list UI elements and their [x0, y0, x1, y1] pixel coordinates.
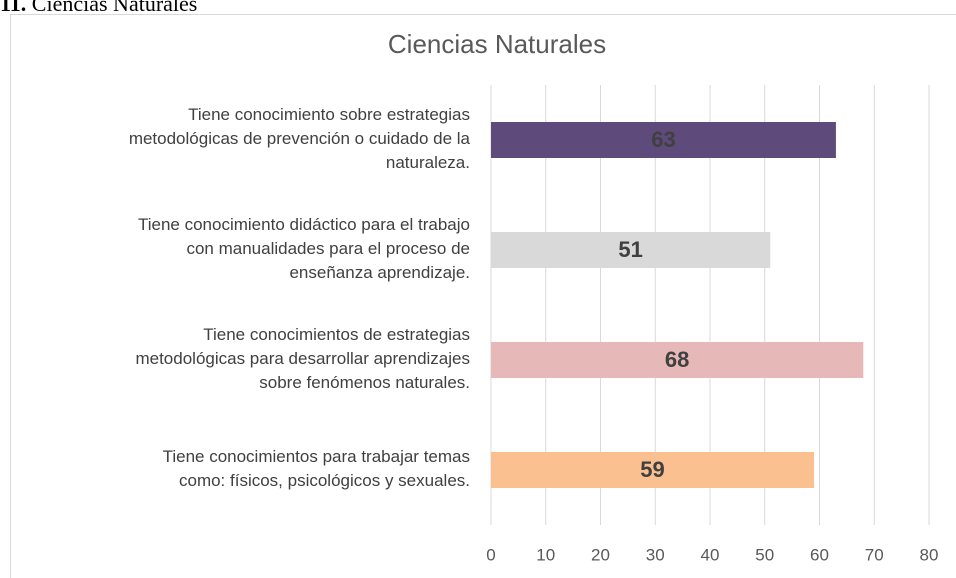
caption-number: 11.	[0, 0, 26, 16]
value-label: 51	[618, 237, 642, 262]
caption: 11. Ciencias Naturales	[0, 0, 197, 16]
chart-title: Ciencias Naturales	[388, 29, 606, 59]
value-label: 68	[665, 347, 689, 372]
x-tick-label: 60	[810, 545, 829, 564]
x-tick-label: 20	[591, 545, 610, 564]
category-label: Tiene conocimiento didáctico para el tra…	[138, 215, 470, 282]
category-label-line: Tiene conocimiento sobre estrategias	[188, 105, 470, 124]
category-label-line: metodológicas de prevención o cuidado de…	[129, 129, 471, 148]
x-tick-label: 40	[701, 545, 720, 564]
chart-border	[10, 14, 956, 578]
bar	[491, 342, 864, 378]
category-label-line: Tiene conocimientos para trabajar temas	[163, 447, 470, 466]
x-tick-label: 50	[755, 545, 774, 564]
category-label-line: naturaleza.	[386, 153, 470, 172]
category-label: Tiene conocimientos para trabajar temas c…	[163, 447, 470, 490]
x-tick-label: 0	[486, 545, 495, 564]
x-tick-label: 80	[920, 545, 939, 564]
value-label: 59	[640, 457, 664, 482]
value-label: 63	[651, 127, 675, 152]
category-label-line: enseñanza aprendizaje.	[289, 263, 470, 282]
category-label-line: metodológicas para desarrollar aprendiza…	[135, 349, 470, 368]
x-tick-label: 10	[536, 545, 555, 564]
category-label-line: sobre fenómenos naturales.	[259, 373, 470, 392]
bar	[491, 232, 771, 268]
x-tick-label: 30	[646, 545, 665, 564]
category-label-line: Tiene conocimientos de estrategias	[203, 325, 470, 344]
category-label: Tiene conocimiento sobre estrategias meto…	[129, 105, 471, 172]
bar	[491, 122, 836, 158]
bar	[491, 452, 815, 488]
category-label-line: Tiene conocimiento didáctico para el tra…	[138, 215, 470, 234]
category-label-line: con manualidades para el proceso de	[186, 239, 470, 258]
x-tick-label: 70	[865, 545, 884, 564]
category-label-line: como: físicos, psicológicos y sexuales.	[179, 471, 470, 490]
category-label: Tiene conocimientos de estrategias metodo…	[135, 325, 470, 392]
caption-text: Ciencias Naturales	[32, 0, 198, 16]
